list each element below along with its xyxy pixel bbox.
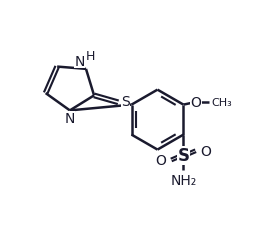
Text: O: O xyxy=(190,96,201,110)
Text: O: O xyxy=(155,153,166,167)
Text: H: H xyxy=(85,50,94,63)
Text: S: S xyxy=(177,147,189,165)
Text: NH₂: NH₂ xyxy=(170,173,196,187)
Text: N: N xyxy=(74,55,85,68)
Text: CH₃: CH₃ xyxy=(210,98,231,108)
Text: N: N xyxy=(65,111,75,125)
Text: S: S xyxy=(121,95,129,109)
Text: O: O xyxy=(200,144,211,158)
